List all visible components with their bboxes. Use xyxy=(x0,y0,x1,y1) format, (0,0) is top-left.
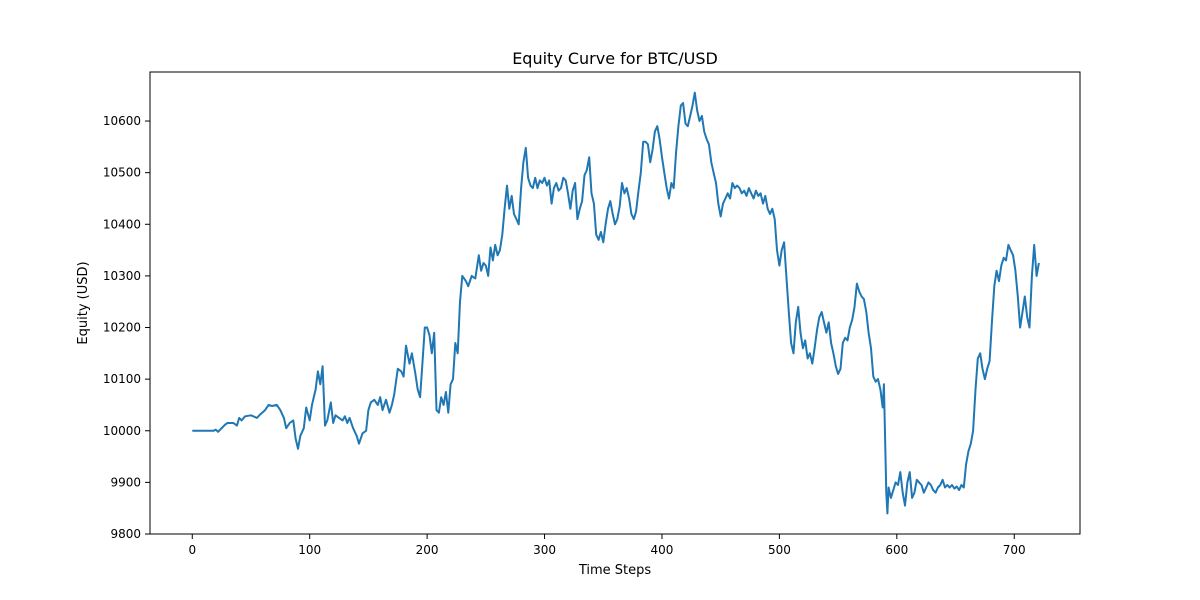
x-tick-label: 600 xyxy=(885,543,908,557)
x-tick-label: 700 xyxy=(1003,543,1026,557)
y-tick-label: 10500 xyxy=(103,166,141,180)
x-tick-label: 300 xyxy=(533,543,556,557)
x-tick-label: 200 xyxy=(416,543,439,557)
y-tick-label: 10200 xyxy=(103,321,141,335)
x-tick-label: 100 xyxy=(298,543,321,557)
y-axis-label: Equity (USD) xyxy=(76,261,91,344)
y-tick-label: 10400 xyxy=(103,217,141,231)
y-tick-label: 10300 xyxy=(103,269,141,283)
y-tick-label: 10600 xyxy=(103,114,141,128)
x-axis-ticks: 0 100 200 300 400 500 600 700 xyxy=(188,534,1026,557)
x-tick-label: 0 xyxy=(188,543,196,557)
equity-line xyxy=(192,91,1040,515)
y-tick-label: 9800 xyxy=(110,527,141,541)
x-tick-label: 400 xyxy=(651,543,674,557)
plot-frame xyxy=(149,71,1081,535)
y-axis-ticks: 9800 9900 10000 10100 10200 10300 10400 10500 10… xyxy=(103,114,150,541)
x-tick-label: 500 xyxy=(768,543,791,557)
y-tick-label: 9900 xyxy=(110,475,141,489)
chart-title: Equity Curve for BTC/USD xyxy=(512,49,718,68)
x-axis-label: Time Steps xyxy=(578,563,652,578)
y-tick-label: 10100 xyxy=(103,372,141,386)
y-tick-label: 10000 xyxy=(103,424,141,438)
